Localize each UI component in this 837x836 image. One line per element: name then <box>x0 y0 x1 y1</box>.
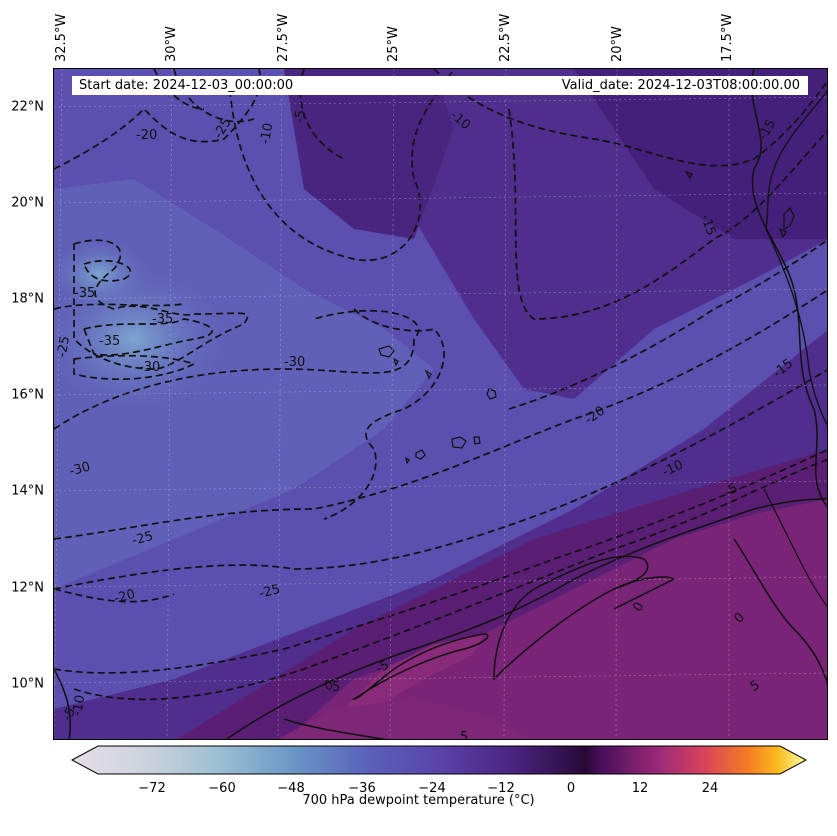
contour-label: -20 <box>112 587 136 607</box>
contour-label: -35 <box>74 286 95 301</box>
contour-label: 5 <box>332 680 340 695</box>
colorbar-tick: 24 <box>701 781 719 796</box>
lat-label: 22°N <box>11 99 44 115</box>
lon-label: 20°W <box>610 26 625 62</box>
contour-label: -5 <box>293 109 309 123</box>
lat-label: 14°N <box>11 483 44 499</box>
lon-label: 22.5°W <box>498 13 513 62</box>
islands <box>378 170 795 465</box>
contour-label: -10 <box>258 122 276 146</box>
contour-label: -35 <box>152 312 173 327</box>
lat-label: 20°N <box>11 195 44 211</box>
start-date-text: Start date: 2024-12-03_00:00:00 <box>79 78 294 93</box>
lon-label: 30°W <box>164 26 179 62</box>
colorbar-tick: −60 <box>208 781 236 796</box>
lat-label: 12°N <box>11 580 44 596</box>
lon-label: 25°W <box>386 26 401 62</box>
contour-label: -30 <box>284 355 305 370</box>
colorbar-tick: −72 <box>138 781 166 796</box>
colorbar-tick: 0 <box>566 781 576 796</box>
lon-label: 27.5°W <box>276 13 291 62</box>
contour-label: -30 <box>139 360 160 375</box>
colorbar-gradient <box>70 745 808 775</box>
graticule <box>54 69 827 739</box>
very-dry-blob-north <box>54 239 149 309</box>
contour-label: -25 <box>130 529 154 549</box>
positive-contours <box>54 69 827 739</box>
dewpoint-map: -20 -25 -10 -5 -10 -15 -15 -35 -35 -25 -… <box>54 69 827 740</box>
africa-coastline <box>765 90 827 427</box>
map-panel: -20 -25 -10 -5 -10 -15 -15 -35 -35 -25 -… <box>53 68 828 740</box>
contour-label: -25 <box>257 582 281 602</box>
date-info-bar: Start date: 2024-12-03_00:00:00 Valid_da… <box>72 76 808 95</box>
lat-label: 10°N <box>11 676 44 692</box>
contour-label: -20 <box>136 128 157 143</box>
colorbar-tick: 12 <box>631 781 649 796</box>
colorbar <box>70 745 808 775</box>
lat-label: 18°N <box>11 291 44 307</box>
contour-label: -15 <box>697 213 718 238</box>
magenta-patch-south <box>277 699 531 739</box>
colorbar-tick: −36 <box>348 781 376 796</box>
contour-label: -10 <box>70 694 88 718</box>
dry-region <box>54 69 827 709</box>
colorbar-tick: −24 <box>418 781 446 796</box>
colorbar-tick: −12 <box>487 781 515 796</box>
contour-label: 5 <box>460 730 468 740</box>
valid-date-text: Valid_date: 2024-12-03T08:00:00.00 <box>561 78 800 93</box>
colorbar-label: 700 hPa dewpoint temperature (°C) <box>302 793 535 808</box>
lat-label: 16°N <box>11 387 44 403</box>
contour-label: -35 <box>99 334 120 349</box>
senegal-coast <box>763 488 827 608</box>
lon-label: 17.5°W <box>720 13 735 62</box>
contour-label: -30 <box>68 460 92 480</box>
colorbar-tick: −48 <box>277 781 305 796</box>
contour-label: -25 <box>55 335 73 359</box>
moist-region-east <box>574 69 827 239</box>
contour-label: -5 <box>374 658 392 677</box>
moist-region-north <box>284 69 454 239</box>
lon-label: 32.5°W <box>54 13 69 62</box>
